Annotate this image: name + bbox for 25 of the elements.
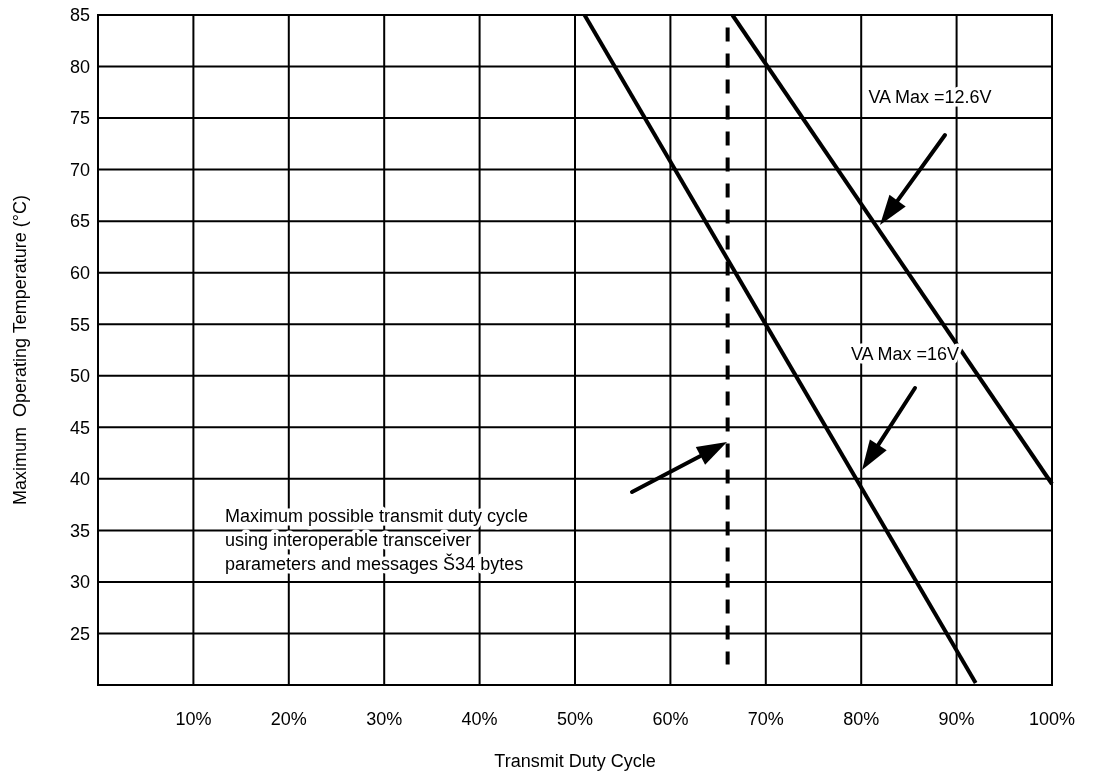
x-tick-label: 10% bbox=[175, 709, 212, 729]
x-tick-label: 20% bbox=[270, 709, 307, 729]
x-tick-label: 90% bbox=[938, 709, 975, 729]
y-tick-label: 25 bbox=[69, 623, 90, 644]
y-tick-label: 75 bbox=[69, 108, 90, 129]
x-axis-title: Transmit Duty Cycle bbox=[494, 751, 656, 771]
x-tick-label: 60% bbox=[652, 709, 689, 729]
x-tick-label: 40% bbox=[461, 709, 498, 729]
y-tick-label: 40 bbox=[69, 469, 90, 490]
x-tick-label: 70% bbox=[747, 709, 784, 729]
x-tick-label: 50% bbox=[556, 709, 594, 729]
x-tick-label: 100% bbox=[1028, 709, 1076, 729]
y-tick-label: 80 bbox=[69, 56, 90, 77]
y-tick-label: 60 bbox=[69, 262, 90, 283]
y-tick-label: 85 bbox=[69, 5, 90, 26]
y-tick-label: 45 bbox=[69, 417, 90, 438]
y-tick-label: 30 bbox=[69, 572, 90, 593]
y-axis-title: Maximum Operating Temperature (°C) bbox=[10, 195, 30, 505]
y-tick-label: 50 bbox=[69, 366, 90, 387]
y-tick-label: 35 bbox=[69, 520, 90, 541]
y-tick-label: 70 bbox=[69, 159, 90, 180]
x-tick-label: 80% bbox=[843, 709, 880, 729]
x-tick-label: 30% bbox=[366, 709, 403, 729]
y-tick-label: 65 bbox=[69, 211, 90, 232]
y-tick-label: 55 bbox=[69, 314, 90, 335]
